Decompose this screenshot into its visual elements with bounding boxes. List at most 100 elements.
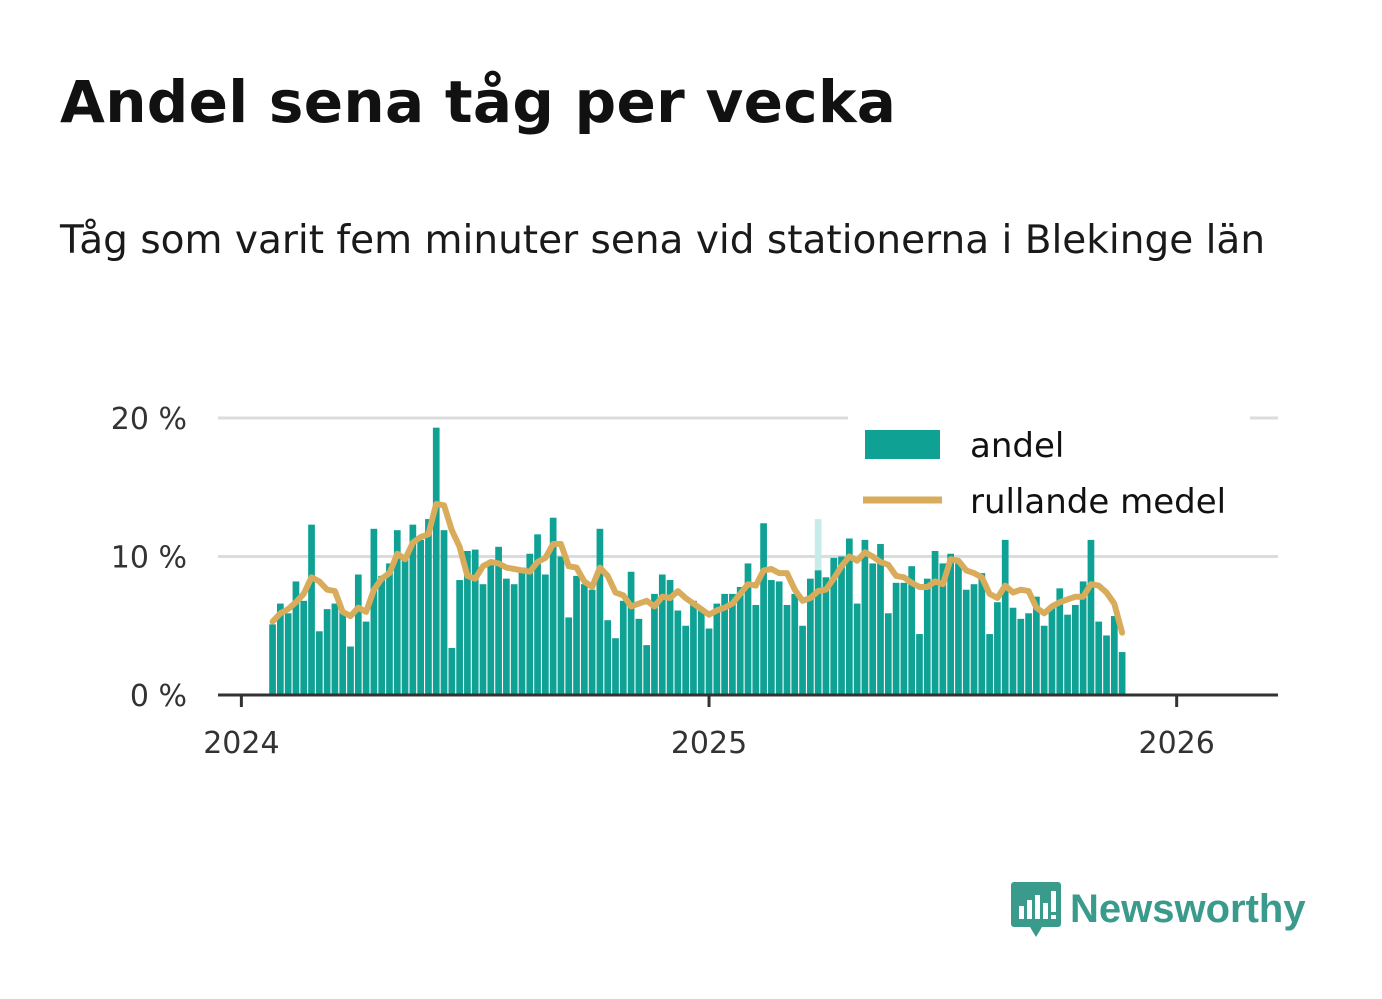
bar xyxy=(323,609,331,695)
bar xyxy=(557,556,565,695)
brand-name: Newsworthy xyxy=(1070,886,1306,931)
bar xyxy=(362,621,370,695)
bar xyxy=(354,574,362,695)
legend: andel rullande medel xyxy=(848,416,1250,530)
bar xyxy=(651,593,658,695)
bar xyxy=(565,617,573,695)
bar xyxy=(596,528,604,695)
bar xyxy=(674,610,682,695)
bar xyxy=(315,631,323,695)
bar xyxy=(542,574,549,695)
bar xyxy=(1040,625,1048,695)
bar xyxy=(331,603,339,695)
bar xyxy=(682,625,689,695)
bar xyxy=(456,580,463,695)
bar xyxy=(471,549,479,695)
bar xyxy=(448,647,456,695)
bar xyxy=(1064,614,1071,695)
bar xyxy=(931,550,939,695)
bar xyxy=(277,603,284,695)
bar xyxy=(729,593,736,695)
bar xyxy=(744,563,752,695)
bar xyxy=(1118,652,1126,695)
bar xyxy=(580,584,588,695)
bar xyxy=(939,563,947,695)
bar xyxy=(1017,618,1025,695)
bar xyxy=(1056,588,1064,695)
bar xyxy=(884,613,892,695)
bar xyxy=(393,530,401,695)
bar xyxy=(604,620,612,695)
bar xyxy=(783,604,791,695)
rolling-mean-line xyxy=(269,500,1126,636)
bar xyxy=(526,553,534,695)
bar xyxy=(962,589,970,695)
y-tick-label: 20 % xyxy=(111,402,187,437)
bar xyxy=(791,593,799,695)
bar xyxy=(986,634,993,695)
bar xyxy=(510,584,518,695)
bar xyxy=(635,618,643,695)
bar xyxy=(487,562,495,695)
rolling-mean-series xyxy=(269,500,1126,636)
bar xyxy=(768,580,775,695)
bar xyxy=(503,578,510,695)
bar xyxy=(838,556,845,695)
bar xyxy=(1072,604,1079,695)
x-axis: 2024 2025 2026 xyxy=(203,693,1278,761)
bar xyxy=(947,553,954,695)
bar xyxy=(697,610,705,695)
bars xyxy=(269,427,1126,695)
bar xyxy=(386,563,393,695)
bar xyxy=(861,539,869,695)
bar xyxy=(534,534,541,695)
bar xyxy=(479,584,487,695)
bar xyxy=(923,578,931,695)
bar xyxy=(822,577,830,695)
bar xyxy=(994,602,1001,695)
bar xyxy=(1001,539,1009,695)
chart-subtitle: Tåg som varit fem minuter sena vid stati… xyxy=(60,218,1266,263)
newsworthy-logo: Newsworthy xyxy=(1010,880,1306,938)
bar xyxy=(612,638,619,695)
y-tick-label: 0 % xyxy=(130,679,187,714)
bar xyxy=(284,613,292,695)
chart-title: Andel sena tåg per vecka xyxy=(60,68,897,136)
bar xyxy=(1079,581,1087,695)
x-tick-label: 2025 xyxy=(671,726,747,761)
bar xyxy=(892,582,900,695)
bar xyxy=(775,581,783,695)
bar xyxy=(409,524,417,695)
legend-bar-swatch xyxy=(865,430,940,459)
bar xyxy=(877,544,884,695)
bar xyxy=(970,584,978,695)
bar xyxy=(417,539,424,695)
bar xyxy=(814,570,822,695)
bar xyxy=(1025,613,1032,695)
y-axis-ticks: 0 % 10 % 20 % xyxy=(111,402,187,714)
bar xyxy=(830,557,838,695)
bar xyxy=(573,575,580,695)
bar xyxy=(666,580,674,695)
bar xyxy=(464,550,471,695)
bar xyxy=(978,573,986,695)
bar xyxy=(853,603,861,695)
bar xyxy=(807,578,814,695)
y-tick-label: 10 % xyxy=(111,541,187,576)
bar xyxy=(713,603,721,695)
bar xyxy=(1009,607,1017,695)
bar xyxy=(736,586,744,695)
legend-label-andel: andel xyxy=(970,426,1064,466)
bar xyxy=(1103,635,1110,695)
bar xyxy=(1033,596,1040,695)
bar xyxy=(1048,607,1056,695)
bar xyxy=(627,571,635,695)
bar xyxy=(1087,539,1095,695)
bar xyxy=(869,563,877,695)
bar xyxy=(495,546,502,695)
x-tick-label: 2026 xyxy=(1138,726,1214,761)
bar xyxy=(339,611,347,695)
bar xyxy=(799,625,806,695)
bar xyxy=(425,519,432,695)
bar xyxy=(292,581,300,695)
